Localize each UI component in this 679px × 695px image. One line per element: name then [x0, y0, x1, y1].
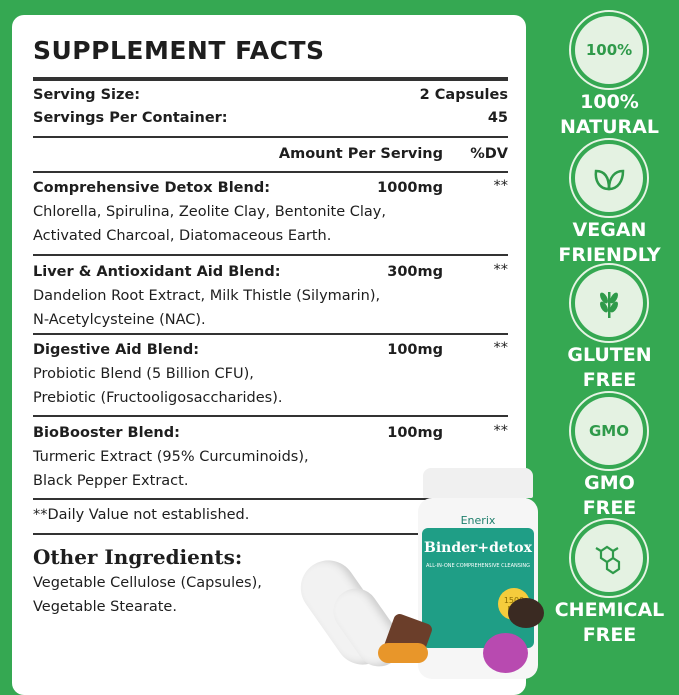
- divider: [33, 254, 508, 256]
- serving-size-value: 2 Capsules: [419, 87, 508, 103]
- brand-logo: Enerix: [460, 514, 496, 527]
- badge-label: GMO FREE: [582, 472, 637, 519]
- gmo-icon: GMO: [569, 391, 649, 471]
- blend-ingredients: Black Pepper Extract.: [33, 473, 189, 489]
- amount-header: Amount Per Serving: [278, 146, 443, 162]
- blend-dv: **: [493, 340, 509, 356]
- divider: [33, 333, 508, 335]
- badge-label: VEGAN FRIENDLY: [558, 219, 661, 266]
- blend-dv: **: [493, 262, 509, 278]
- blend-amount: 300mg: [387, 264, 443, 280]
- other-ingredients-title: Other Ingredients:: [33, 545, 243, 569]
- blend-amount: 1000mg: [377, 180, 443, 196]
- badge-label: 100% NATURAL: [560, 91, 659, 138]
- dv-header: %DV: [470, 146, 508, 162]
- blend-dv: **: [493, 178, 509, 194]
- badge-label: GLUTEN FREE: [567, 344, 652, 391]
- divider: [33, 498, 508, 500]
- blend-ingredients: Prebiotic (Fructooligosaccharides).: [33, 390, 283, 406]
- divider: [33, 533, 508, 535]
- product-tagline: ALL-IN-ONE COMPREHENSIVE CLEANSING: [425, 563, 531, 569]
- 100-percent-icon: 100%: [569, 10, 649, 90]
- blend-name: Digestive Aid Blend:: [33, 342, 200, 358]
- blend-dv: **: [493, 423, 509, 439]
- blend-ingredients: N-Acetylcysteine (NAC).: [33, 312, 206, 328]
- servings-per-container-label: Servings Per Container:: [33, 110, 228, 126]
- blend-name: Liver & Antioxidant Aid Blend:: [33, 264, 281, 280]
- title: SUPPLEMENT FACTS: [33, 36, 325, 65]
- divider: [33, 77, 508, 81]
- servings-per-container-value: 45: [487, 110, 508, 126]
- blend-name: Comprehensive Detox Blend:: [33, 180, 271, 196]
- serving-size-label: Serving Size:: [33, 87, 141, 103]
- wheat-icon: [569, 263, 649, 343]
- blend-ingredients: Dandelion Root Extract, Milk Thistle (Si…: [33, 288, 381, 304]
- other-ingredient-line: Vegetable Cellulose (Capsules),: [33, 575, 262, 591]
- product-bottle-image: Enerix Binder+detox ALL-IN-ONE COMPREHEN…: [378, 468, 544, 679]
- product-name: Binder+detox: [424, 540, 532, 556]
- blend-amount: 100mg: [387, 342, 443, 358]
- leaf-icon: [569, 138, 649, 218]
- blend-ingredients: Activated Charcoal, Diatomaceous Earth.: [33, 228, 332, 244]
- divider: [33, 136, 508, 138]
- other-ingredient-line: Vegetable Stearate.: [33, 599, 177, 615]
- blend-amount: 100mg: [387, 425, 443, 441]
- blend-name: BioBooster Blend:: [33, 425, 180, 441]
- dv-note: **Daily Value not established.: [33, 507, 250, 523]
- divider: [33, 415, 508, 417]
- blend-ingredients: Probiotic Blend (5 Billion CFU),: [33, 366, 254, 382]
- molecule-icon: [569, 518, 649, 598]
- blend-ingredients: Turmeric Extract (95% Curcuminoids),: [33, 449, 309, 465]
- blend-ingredients: Chlorella, Spirulina, Zeolite Clay, Bent…: [33, 204, 386, 220]
- badge-label: CHEMICAL FREE: [554, 599, 665, 646]
- divider: [33, 171, 508, 173]
